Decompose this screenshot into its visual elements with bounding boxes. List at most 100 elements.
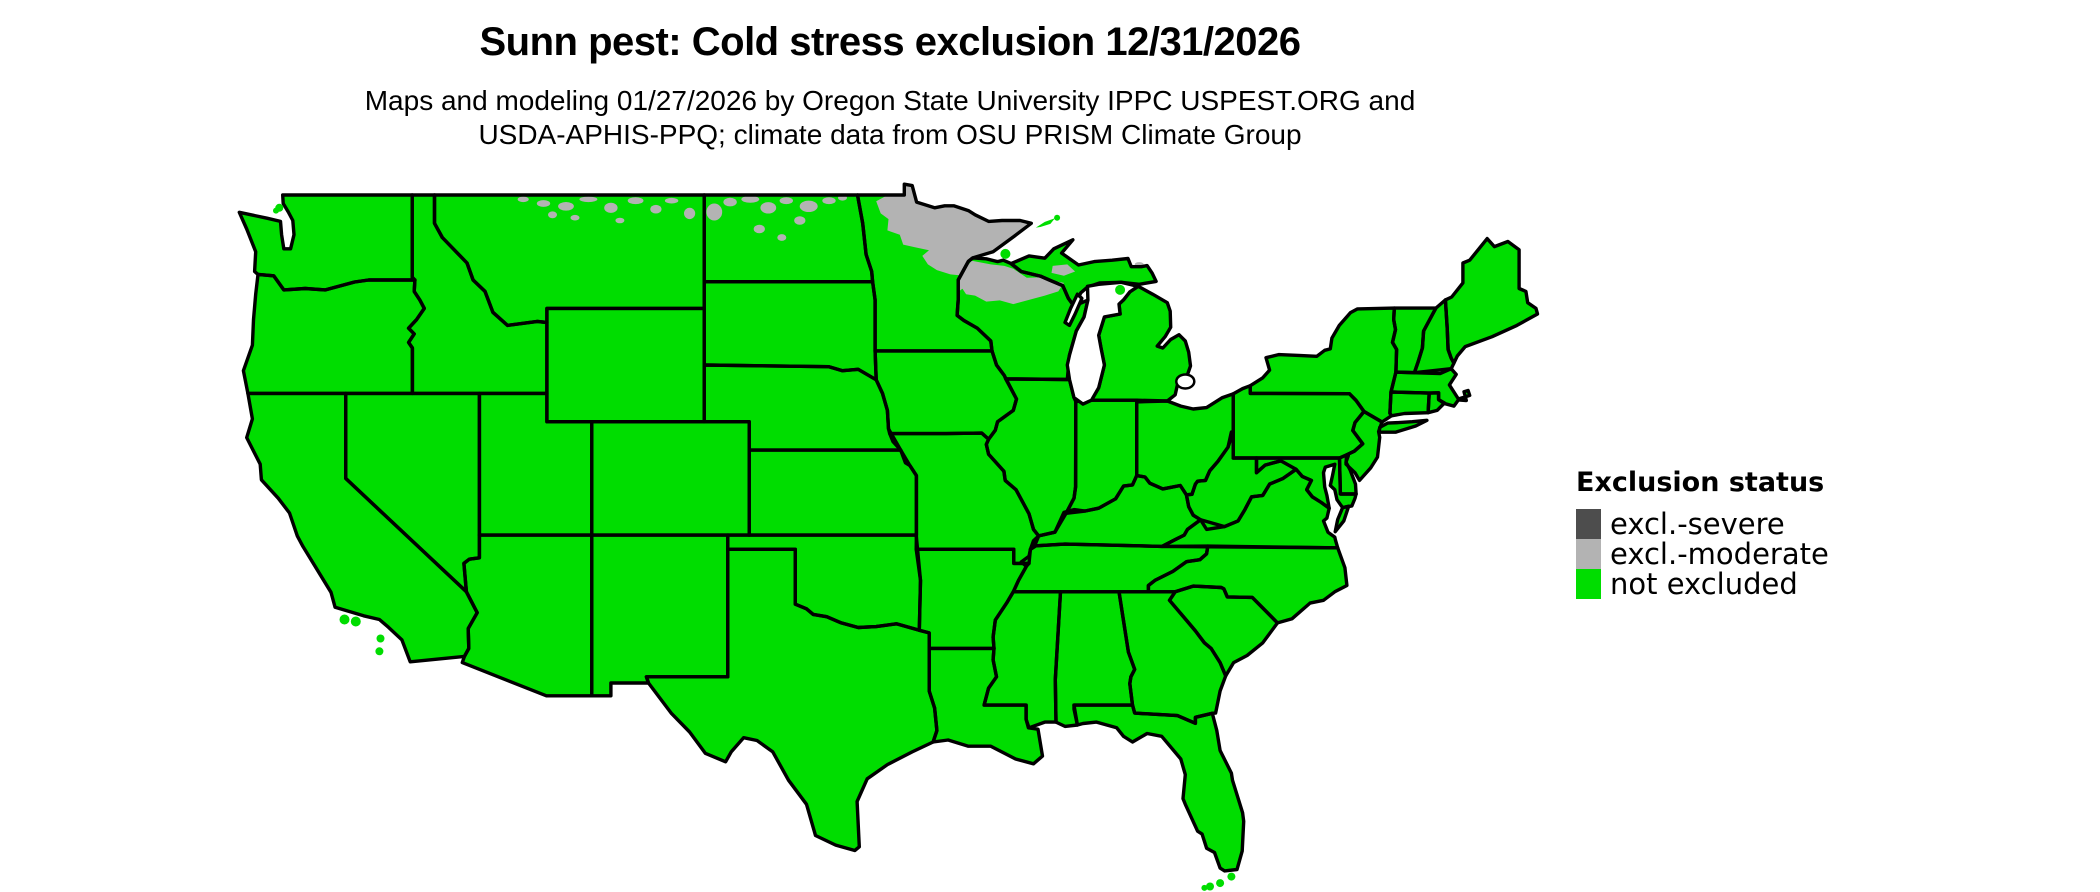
island-5 [273, 207, 279, 214]
state-long-island-border [1377, 418, 1429, 434]
state-kentucky-fill [1030, 475, 1201, 550]
legend-swatch-excluded-moderate [1576, 539, 1601, 569]
island-2 [1054, 214, 1061, 221]
state-montana-fill [434, 195, 705, 326]
state-wyoming-fill [546, 308, 705, 422]
island-12 [1206, 882, 1214, 891]
excluded-moderate-patch-12 [548, 211, 557, 219]
state-pennsylvania-fill [1233, 385, 1364, 458]
state-michigan-upper-border [1009, 238, 1158, 308]
legend-title: Exclusion status [1576, 467, 1825, 498]
excluded-moderate-region-3 [1051, 264, 1076, 276]
green-bay [1063, 292, 1084, 328]
state-texas-border [644, 547, 939, 853]
island-11 [1216, 879, 1225, 888]
state-north-dakota-fill [704, 195, 873, 282]
lake-st-clair [1175, 373, 1196, 390]
state-iowa-fill [875, 350, 1017, 440]
state-massachusetts-fill [1391, 368, 1470, 407]
state-new-hampshire-fill [1414, 299, 1454, 373]
lake-michigan [1065, 280, 1140, 406]
state-minnesota-border [855, 182, 1033, 353]
excluded-moderate-patch-10 [570, 214, 580, 221]
isle-royale [1035, 218, 1055, 228]
state-utah-fill [479, 393, 592, 536]
state-indiana-fill [1066, 400, 1137, 514]
subtitle-line-1: Maps and modeling 01/27/2026 by Oregon S… [364, 85, 1416, 116]
state-rhode-island-fill [1428, 392, 1445, 413]
island-13 [1201, 884, 1208, 891]
island-8 [376, 634, 385, 643]
state-illinois-fill [986, 378, 1076, 536]
state-tennessee-fill [1013, 544, 1208, 592]
excluded-moderate-patch-4 [579, 196, 598, 203]
state-connecticut-fill [1389, 392, 1430, 416]
state-nebraska-fill [704, 365, 901, 451]
state-washington-fill [239, 195, 415, 290]
excluded-moderate-patch-11 [615, 217, 625, 224]
island-10 [1227, 872, 1236, 881]
state-new-mexico-fill [591, 535, 728, 696]
excluded-moderate-patch-7 [650, 204, 662, 214]
state-maine-border [1443, 236, 1540, 365]
state-south-carolina-fill [1169, 586, 1278, 676]
state-arizona-fill [462, 535, 592, 696]
state-new-york-fill [1250, 308, 1397, 422]
excluded-moderate-region-2 [959, 260, 1064, 305]
island-3 [1115, 284, 1126, 295]
state-ohio-border [1135, 392, 1235, 497]
excluded-moderate-patch-18 [799, 200, 818, 212]
excluded-moderate-patch-17 [779, 197, 793, 205]
excluded-moderate-patch-8 [664, 197, 679, 204]
state-maryland-border [1254, 456, 1358, 510]
legend-item-label: excl.-moderate [1610, 537, 1829, 571]
state-idaho-fill [408, 195, 547, 394]
legend-item-not-excluded: not excluded [1576, 569, 1829, 599]
excluded-moderate-patch-3 [558, 202, 574, 211]
state-nevada-fill [345, 393, 480, 592]
island-9 [375, 647, 384, 656]
state-kansas-fill [749, 450, 917, 536]
excluded-moderate-patch-13 [706, 203, 723, 221]
island-6 [339, 614, 350, 625]
page-title: Sunn pest: Cold stress exclusion 12/31/2… [479, 20, 1301, 64]
excluded-moderate-patch-16 [760, 202, 777, 214]
state-south-dakota-fill [704, 281, 877, 380]
state-north-carolina-fill [1148, 546, 1347, 623]
excluded-moderate-patch-15 [741, 195, 760, 203]
state-connecticut-border [1388, 390, 1431, 418]
state-mississippi-fill [984, 591, 1061, 728]
state-alabama-fill [1055, 591, 1135, 727]
state-california-fill [246, 393, 478, 662]
state-texas-fill [646, 549, 937, 851]
excluded-moderate-region-1 [876, 185, 1029, 292]
excluded-moderate-patch-1 [517, 196, 529, 203]
legend-swatch-not-excluded [1576, 569, 1601, 599]
state-delaware-fill [1339, 454, 1357, 494]
excluded-moderate-patch-9 [684, 207, 696, 220]
state-illinois-border [984, 377, 1078, 538]
state-arizona-border [460, 533, 594, 698]
state-colorado-fill [591, 421, 750, 536]
state-west-virginia-fill [1186, 431, 1297, 530]
legend-item-label: excl.-severe [1610, 507, 1785, 541]
excluded-moderate-patch-2 [536, 200, 551, 207]
excluded-moderate-patch-5 [604, 202, 618, 213]
excluded-moderate-patch-21 [777, 234, 787, 241]
island-7 [350, 616, 361, 627]
legend-item-excluded-severe: excl.-severe [1576, 509, 1829, 539]
excluded-moderate-patch-22 [794, 216, 806, 225]
map-subtitle: Maps and modeling 01/27/2026 by Oregon S… [190, 84, 1590, 152]
legend-item-label: not excluded [1610, 567, 1798, 601]
state-arkansas-fill [916, 549, 1029, 649]
state-georgia-fill [1119, 591, 1226, 724]
state-maine-fill [1445, 238, 1538, 364]
subtitle-line-2: USDA-APHIS-PPQ; climate data from OSU PR… [478, 119, 1302, 150]
state-vermont-fill [1392, 308, 1436, 373]
state-missouri-fill [889, 433, 1039, 564]
legend: Exclusion status excl.-severe excl.-moder… [1576, 467, 1829, 599]
island-1 [1000, 248, 1011, 259]
state-oregon-fill [243, 274, 425, 394]
state-oklahoma-fill [727, 535, 921, 631]
